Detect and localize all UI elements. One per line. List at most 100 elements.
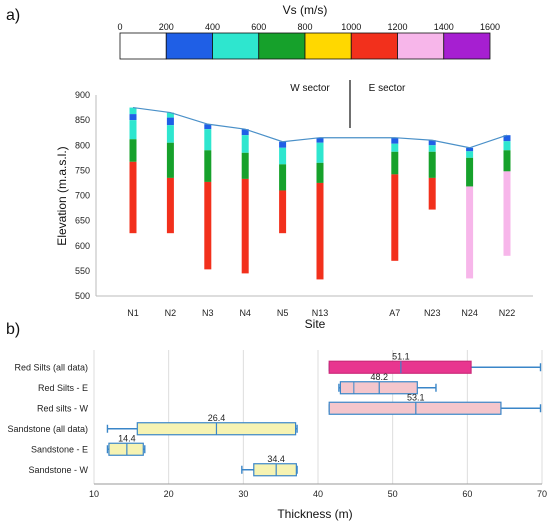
x-tick-label: N22	[499, 308, 516, 318]
w-sector-label: W sector	[290, 83, 330, 94]
x-tick-label-b: 40	[313, 489, 323, 499]
median-value-label: 14.4	[118, 433, 136, 443]
velocity-layer	[391, 174, 399, 261]
velocity-layer	[166, 177, 174, 234]
velocity-layer	[391, 137, 399, 144]
velocity-layer	[466, 186, 474, 279]
colorbar-swatch	[165, 32, 213, 60]
velocity-layer	[428, 177, 436, 210]
velocity-layer	[129, 139, 137, 162]
velocity-layer	[316, 142, 324, 163]
y-tick-label: 900	[75, 90, 90, 100]
velocity-layer	[279, 164, 287, 191]
box	[328, 360, 472, 374]
velocity-layer	[204, 129, 212, 151]
colorbar-tick-label: 800	[297, 22, 312, 32]
x-tick-label: N23	[424, 308, 441, 318]
e-sector-label: E sector	[369, 83, 406, 94]
x-tick-label-b: 10	[89, 489, 99, 499]
panel-b-label: b)	[6, 321, 20, 338]
velocity-layer	[466, 147, 474, 152]
velocity-layer	[166, 117, 174, 126]
velocity-layer	[428, 140, 436, 146]
category-label: Red silts - W	[37, 403, 89, 413]
velocity-layer	[241, 129, 249, 136]
y-tick-label: 700	[75, 191, 90, 201]
thickness-boxplot: Thickness (m) 10 20 30 40 50 60 70 Red Silts (a…	[7, 350, 547, 521]
velocity-layer	[391, 151, 399, 175]
velocity-layer	[503, 150, 511, 172]
velocity-layer	[316, 137, 324, 143]
colorbar-swatch	[350, 32, 398, 60]
x-tick-label: A7	[389, 308, 400, 318]
velocity-layer	[503, 135, 511, 142]
velocity-layer	[204, 124, 212, 130]
colorbar-title: Vs (m/s)	[283, 3, 328, 17]
colorbar-tick-label: 400	[205, 22, 220, 32]
category-label: Sandstone - E	[31, 444, 88, 454]
velocity-layer	[391, 143, 399, 152]
velocity-layer	[316, 182, 324, 280]
category-label: Red Silts (all data)	[14, 362, 88, 372]
colorbar-tick-label: 200	[159, 22, 174, 32]
median-value-label: 48.2	[370, 372, 388, 382]
colorbar-swatch	[258, 32, 306, 60]
y-tick-label: 500	[75, 291, 90, 301]
velocity-layer	[166, 125, 174, 143]
velocity-layer	[316, 162, 324, 183]
velocity-layer	[166, 142, 174, 178]
y-tick-label: 550	[75, 266, 90, 276]
velocity-layer	[279, 190, 287, 234]
velocity-layer	[166, 112, 174, 118]
y-tick-label: 750	[75, 165, 90, 175]
x-tick-label: N13	[312, 308, 329, 318]
category-label: Sandstone - W	[28, 465, 88, 475]
colorbar-swatch	[119, 32, 167, 60]
velocity-layer	[503, 141, 511, 151]
box	[253, 463, 297, 477]
box	[108, 442, 144, 456]
velocity-layer	[129, 114, 137, 121]
x-tick-label: N2	[165, 308, 177, 318]
velocity-layer	[129, 120, 137, 140]
x-tick-label: N1	[127, 308, 139, 318]
category-label: Sandstone (all data)	[7, 424, 88, 434]
x-tick-label-b: 70	[537, 489, 547, 499]
colorbar-tick-label: 600	[251, 22, 266, 32]
x-tick-label-b: 20	[164, 489, 174, 499]
x-axis-label-b: Thickness (m)	[277, 507, 352, 521]
velocity-layer	[466, 151, 474, 158]
median-value-label: 34.4	[267, 454, 285, 464]
x-tick-label: N24	[461, 308, 478, 318]
colorbar: Vs (m/s) 0 200 400 600 800 1000 1200 1400 1600	[117, 3, 500, 60]
velocity-layer	[279, 147, 287, 165]
elevation-chart: Elevation (m.a.s.l.) Site W sector E sec…	[55, 80, 533, 331]
colorbar-swatch	[397, 32, 445, 60]
y-axis-label: Elevation (m.a.s.l.)	[55, 146, 69, 245]
median-value-label: 53.1	[407, 392, 425, 402]
median-value-label: 26.4	[208, 413, 226, 423]
colorbar-tick-label: 1000	[341, 22, 361, 32]
x-tick-label: N3	[202, 308, 214, 318]
median-value-label: 51.1	[392, 351, 410, 361]
velocity-layer	[241, 152, 249, 179]
velocity-layer	[204, 150, 212, 182]
velocity-layer	[428, 151, 436, 178]
y-tick-label: 650	[75, 216, 90, 226]
colorbar-swatch	[212, 32, 260, 60]
category-label: Red Silts - E	[38, 383, 88, 393]
x-tick-label-b: 30	[238, 489, 248, 499]
colorbar-tick-label: 1200	[387, 22, 407, 32]
box	[328, 401, 502, 415]
velocity-layer	[466, 157, 474, 187]
colorbar-swatch	[304, 32, 352, 60]
y-tick-label: 850	[75, 115, 90, 125]
velocity-layer	[129, 161, 137, 234]
colorbar-tick-label: 1400	[434, 22, 454, 32]
x-tick-label: N5	[277, 308, 289, 318]
x-tick-label: N4	[239, 308, 251, 318]
x-axis-label: Site	[305, 317, 326, 331]
velocity-layer	[204, 181, 212, 270]
velocity-layer	[241, 178, 249, 274]
